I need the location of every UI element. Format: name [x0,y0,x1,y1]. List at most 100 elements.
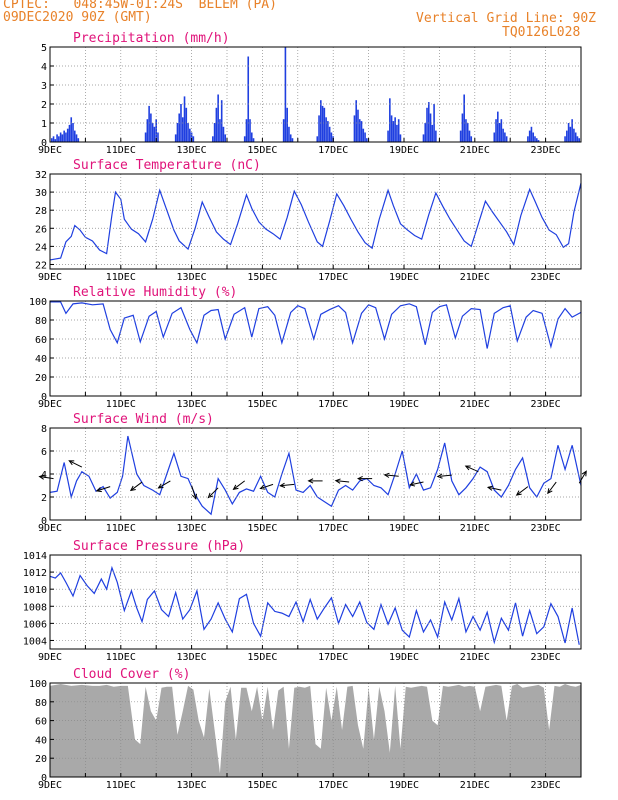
precipitation-bar [535,138,538,142]
wind-arrow-head [547,488,553,495]
precipitation-bar [157,132,159,142]
precipitation-bar [144,132,147,142]
precipitation-bar [65,132,67,142]
pressure-xtick-label: 13DEC [177,652,207,663]
precipitation-bar [70,117,73,142]
wind-arrow-head [409,481,416,487]
precipitation-bar [63,130,65,142]
temperature-ytick-label: 26 [35,224,47,235]
precipitation-bar [576,136,579,142]
cloud-title: Cloud Cover (%) [73,667,190,682]
wind-ytick-label: 8 [41,424,47,435]
wind-arrow-shaft [191,485,197,499]
pressure-panel: 1004 1006 1008 1010 1012 1014 9DEC 11DEC 13DEC 15… [23,539,582,663]
precipitation-bar [247,56,250,142]
temperature-xtick-label: 9DEC [38,272,62,283]
precipitation-bar [360,121,363,142]
humidity-xtick-label: 23DEC [531,399,561,410]
humidity-xtick-label: 19DEC [389,399,419,410]
precipitation-bar [327,121,329,142]
precipitation-bar [569,126,572,142]
precipitation-bar [66,128,69,142]
precipitation-bar [328,126,331,142]
precipitation-ytick-label: 3 [41,81,47,92]
temperature-ytick-label: 22 [35,261,47,272]
humidity-xtick-label: 21DEC [460,399,490,410]
wind-arrow [207,487,219,499]
precipitation-bar [435,130,437,142]
pressure-xtick-label: 21DEC [460,652,490,663]
wind-arrow [464,465,479,473]
precipitation-bar [390,115,393,142]
wind-arrow-head [307,478,314,484]
precipitation-bar [353,115,356,142]
precipitation-bar [534,136,536,142]
precipitation-bar [187,123,189,142]
wind-arrow-head [334,478,341,484]
wind-arrow [578,470,587,484]
wind-ytick-label: 0 [41,516,47,527]
wind-arrow-shaft [39,476,54,480]
wind-arrow-shaft [516,486,529,496]
pressure-title: Surface Pressure (hPa) [73,539,245,554]
cloud-xtick-label: 23DEC [531,780,561,791]
precipitation-xtick-label: 13DEC [177,145,207,156]
precipitation-bar [470,136,473,142]
wind-arrow [515,486,529,496]
precipitation-bar [571,119,573,142]
wind-arrow [95,486,111,493]
wind-xtick-label: 11DEC [106,523,136,534]
pressure-xtick-label: 17DEC [318,652,348,663]
precipitation-bar [461,113,464,142]
temperature-panel: 22 24 26 28 30 32 9DEC 11DEC 13DEC 15DEC 17DEC 19DE… [35,158,582,283]
precipitation-bar [58,136,60,142]
cloud-xtick-label: 17DEC [318,780,348,791]
precipitation-title: Precipitation (mm/h) [73,31,230,46]
pressure-xtick-label: 9DEC [38,652,62,663]
header-date: 09DEC2020 90Z (GMT) [3,10,152,25]
precipitation-xtick-label: 9DEC [38,145,62,156]
precipitation-bar [180,104,182,142]
humidity-xtick-label: 13DEC [177,399,207,410]
wind-arrow-head [436,473,443,479]
wind-arrow-head [259,484,266,490]
precipitation-bar [530,126,533,142]
pressure-xtick-label: 15DEC [247,652,277,663]
precipitation-bar [493,132,496,142]
cloud-ytick-label: 40 [35,735,47,746]
wind-arrow-head [279,482,286,488]
precipitation-bar [174,134,177,142]
temperature-xtick-label: 11DEC [106,272,136,283]
cloud-xtick-label: 19DEC [389,780,419,791]
cloud-ytick-label: 0 [41,773,47,784]
wind-arrow-shaft [384,474,399,477]
wind-arrow [259,483,274,490]
precipitation-bar [431,124,434,142]
cloud-xtick-label: 9DEC [38,780,62,791]
wind-arrow-head [192,493,198,500]
precipitation-bar [54,139,57,142]
pressure-xtick-label: 23DEC [531,652,561,663]
precipitation-bar [155,119,157,142]
wind-arrow-shaft [158,480,171,489]
temperature-frame [49,173,582,270]
cloud-xtick-label: 13DEC [177,780,207,791]
precipitation-bar [466,123,469,142]
precipitation-bar [497,111,499,142]
precipitation-bar [399,134,402,142]
precipitation-bar [56,134,58,142]
precipitation-bar [224,134,227,142]
wind-arrow [409,481,424,487]
header-station: CPTEC: 048:45W-01:24S BELEM (PA) [3,0,277,12]
wind-arrow-head [486,485,494,491]
precipitation-bar [389,98,391,142]
wind-arrow [383,472,399,478]
precipitation-bar [573,128,575,142]
precipitation-bar [429,113,432,142]
humidity-xtick-label: 15DEC [247,399,277,410]
precipitation-bar [318,115,320,142]
temperature-title: Surface Temperature (nC) [73,158,261,173]
precipitation-bar [325,117,327,142]
precipitation-bar [387,130,389,142]
wind-arrow-shaft [280,483,295,487]
